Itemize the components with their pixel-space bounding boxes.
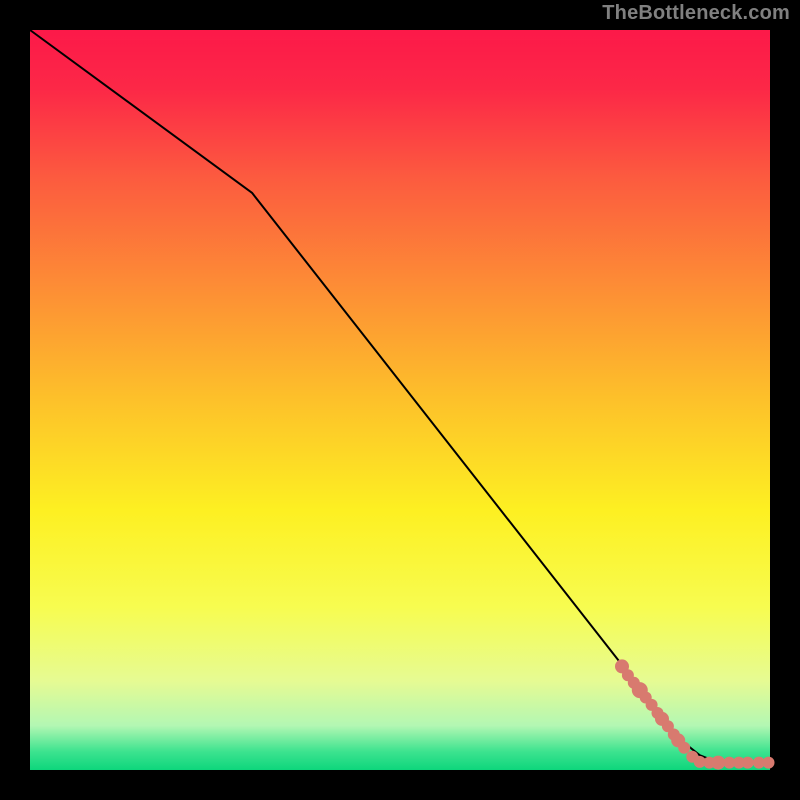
chart-canvas: TheBottleneck.com (0, 0, 800, 800)
data-marker (742, 757, 754, 769)
plot-area (0, 0, 800, 800)
gradient-background (30, 30, 770, 770)
data-marker (678, 742, 690, 754)
data-marker (763, 757, 775, 769)
data-marker (711, 756, 725, 770)
watermark-text: TheBottleneck.com (602, 2, 790, 25)
